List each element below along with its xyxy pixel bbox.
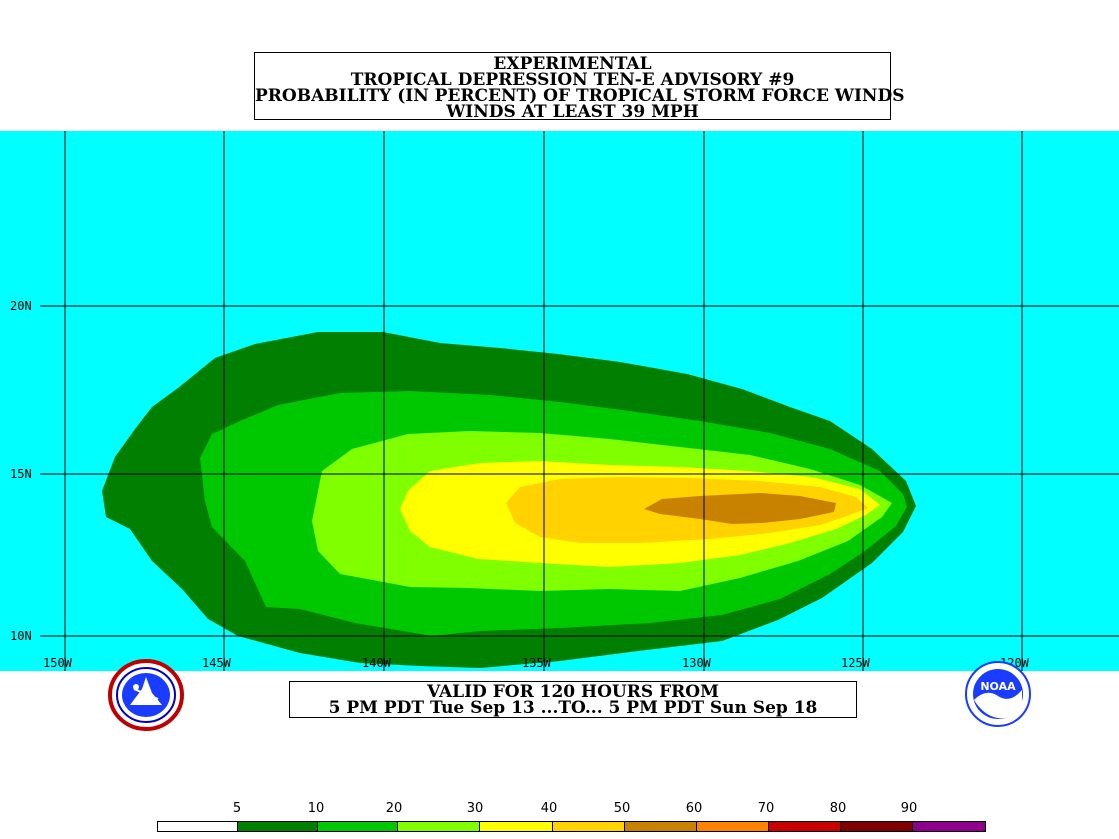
- grid-lines: [40, 131, 1119, 671]
- probability-map: [0, 131, 1119, 671]
- valid-period-box: VALID FOR 120 HOURS FROM 5 PM PDT Tue Se…: [289, 681, 857, 718]
- lat-label-20n: 20N: [10, 299, 32, 313]
- title-line-1: EXPERIMENTAL: [493, 54, 652, 74]
- lon-label-135w: 135W: [522, 656, 551, 670]
- legend-swatch: [398, 822, 480, 831]
- title-line-3: PROBABILITY (IN PERCENT) OF TROPICAL STO…: [255, 86, 905, 106]
- contour-50-percent: [644, 493, 836, 524]
- legend-label-90: 90: [900, 801, 918, 816]
- legend-label-80: 80: [829, 801, 847, 816]
- title-line-2: TROPICAL DEPRESSION TEN-E ADVISORY #9: [350, 70, 795, 90]
- lat-label-15n: 15N: [10, 467, 32, 481]
- legend-swatch: [841, 822, 913, 831]
- legend-label-5: 5: [232, 801, 242, 816]
- legend-label-20: 20: [385, 801, 403, 816]
- legend-label-10: 10: [307, 801, 325, 816]
- valid-line-2: 5 PM PDT Tue Sep 13 ...TO... 5 PM PDT Su…: [328, 698, 818, 718]
- noaa-logo: NOAA: [965, 661, 1031, 727]
- title-box: EXPERIMENTAL TROPICAL DEPRESSION TEN-E A…: [254, 52, 905, 122]
- valid-line-1: VALID FOR 120 HOURS FROM: [427, 682, 719, 702]
- legend-label-70: 70: [757, 801, 775, 816]
- legend-swatch: [158, 822, 238, 831]
- legend-swatch: [769, 822, 841, 831]
- legend-swatch: [625, 822, 697, 831]
- legend-labels: 5 10 20 30 40 50 60 70 80 90: [0, 801, 1119, 817]
- legend-swatch: [480, 822, 553, 831]
- nws-logo: [108, 659, 184, 731]
- lon-label-140w: 140W: [362, 656, 391, 670]
- legend-swatch: [238, 822, 318, 831]
- lon-label-145w: 145W: [202, 656, 231, 670]
- lon-label-130w: 130W: [682, 656, 711, 670]
- legend-label-30: 30: [466, 801, 484, 816]
- title-line-4: WINDS AT LEAST 39 MPH: [446, 102, 699, 122]
- legend-label-60: 60: [685, 801, 703, 816]
- lon-label-150w: 150W: [43, 656, 72, 670]
- legend-swatch: [553, 822, 625, 831]
- legend-swatch: [318, 822, 398, 831]
- lon-label-125w: 125W: [841, 656, 870, 670]
- noaa-logo-text: NOAA: [980, 680, 1016, 693]
- lat-label-10n: 10N: [10, 629, 32, 643]
- legend-swatch: [913, 822, 985, 831]
- legend-label-50: 50: [613, 801, 631, 816]
- legend-swatch: [697, 822, 769, 831]
- legend-label-40: 40: [540, 801, 558, 816]
- legend-color-bar: [157, 821, 986, 832]
